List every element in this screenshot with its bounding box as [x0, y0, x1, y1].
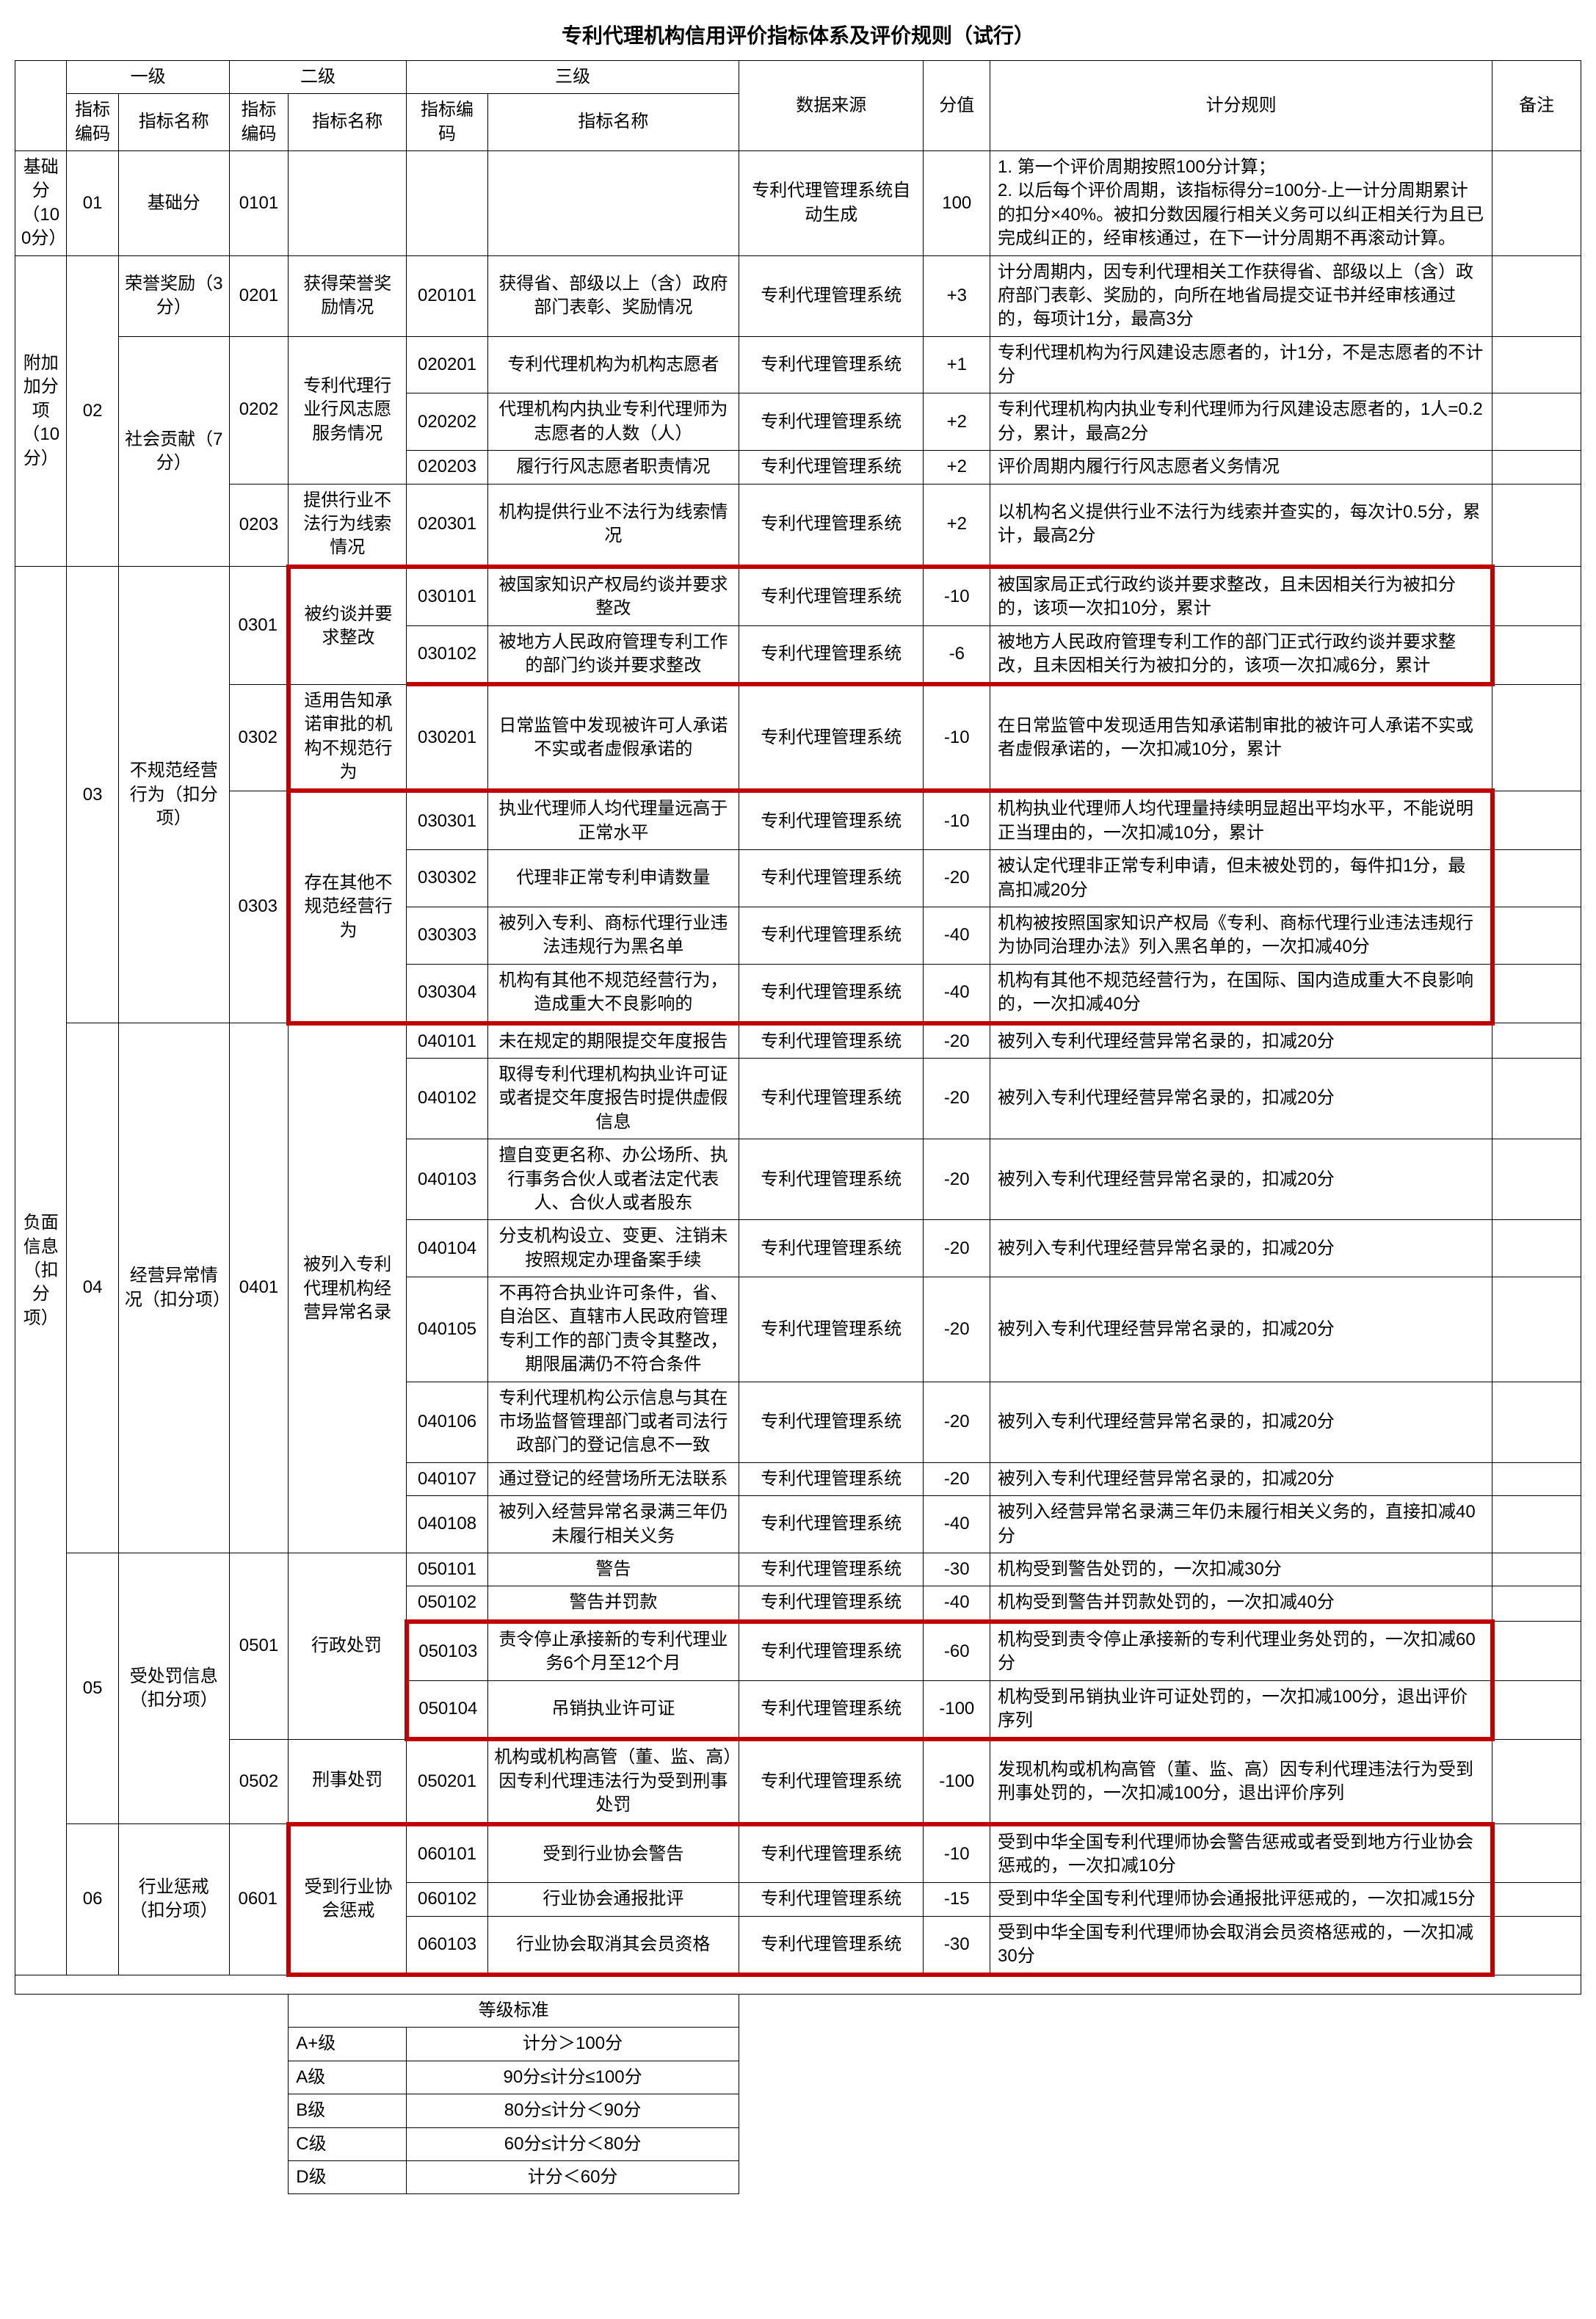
- hdr-score: 分值: [924, 60, 990, 150]
- grade-row-4: D级 计分＜60分: [15, 2160, 1581, 2193]
- section-neg: 负面信息（扣分项）: [15, 567, 67, 1975]
- row-050201: 0502 刑事处罚 050201 机构或机构高管（董、监、高）因专利代理违法行为…: [15, 1739, 1581, 1823]
- row-030101: 负面信息（扣分项） 03 不规范经营行为（扣分项） 0301 被约谈并要求整改 …: [15, 567, 1581, 625]
- row-030201: 0302 适用告知承诺审批的机构不规范行为 030201 日常监管中发现被许可人…: [15, 684, 1581, 791]
- section-bonus: 附加加分项（10分）: [15, 255, 67, 567]
- row-030301: 0303 存在其他不规范经营行为 030301 执业代理师人均代理量远高于正常水…: [15, 791, 1581, 849]
- row-040101: 04 经营异常情况（扣分项） 0401 被列入专利代理机构经营异常名录 0401…: [15, 1023, 1581, 1059]
- row-020101: 附加加分项（10分） 02 荣誉奖励（3分） 0201 获得荣誉奖励情况 020…: [15, 255, 1581, 336]
- grade-title-row: 等级标准: [15, 1994, 1581, 2027]
- rule-base: 1. 第一个评价周期按照100分计算； 2. 以后每个评价周期，该指标得分=10…: [990, 150, 1492, 255]
- title-row: 专利代理机构信用评价指标体系及评价规则（试行）: [15, 15, 1581, 60]
- row-060101: 06 行业惩戒（扣分项） 0601 受到行业协会惩戒 060101 受到行业协会…: [15, 1824, 1581, 1883]
- hdr-level2: 二级: [229, 60, 406, 93]
- hdr-source: 数据来源: [739, 60, 924, 150]
- row-0101: 基础分（100分） 01 基础分 0101 专利代理管理系统自动生成 100 1…: [15, 150, 1581, 255]
- row-050101: 05 受处罚信息（扣分项） 0501 行政处罚 050101 警告 专利代理管理…: [15, 1553, 1581, 1586]
- hdr-rule: 计分规则: [990, 60, 1492, 150]
- grade-row-1: A级 90分≤计分≤100分: [15, 2061, 1581, 2094]
- row-020301: 0203 提供行业不法行为线索情况 020301 机构提供行业不法行为线索情况 …: [15, 484, 1581, 567]
- grade-row-2: B级 80分≤计分＜90分: [15, 2094, 1581, 2127]
- main-table: 专利代理机构信用评价指标体系及评价规则（试行） 一级 二级 三级 数据来源 分值…: [15, 15, 1581, 2194]
- hdr-level3: 三级: [407, 60, 739, 93]
- header-row-1: 一级 二级 三级 数据来源 分值 计分规则 备注: [15, 60, 1581, 93]
- row-020201: 社会贡献（7分） 0202 专利代理行业行风志愿服务情况 020201 专利代理…: [15, 336, 1581, 393]
- grade-title: 等级标准: [289, 1994, 739, 2027]
- doc-title: 专利代理机构信用评价指标体系及评价规则（试行）: [15, 15, 1581, 60]
- section-base: 基础分（100分）: [15, 150, 67, 255]
- sheet: 专利代理机构信用评价指标体系及评价规则（试行） 一级 二级 三级 数据来源 分值…: [15, 15, 1581, 2194]
- grade-row-0: A+级 计分＞100分: [15, 2028, 1581, 2061]
- hdr-remark: 备注: [1492, 60, 1581, 150]
- grade-row-3: C级 60分≤计分＜80分: [15, 2127, 1581, 2160]
- hdr-level1: 一级: [67, 60, 229, 93]
